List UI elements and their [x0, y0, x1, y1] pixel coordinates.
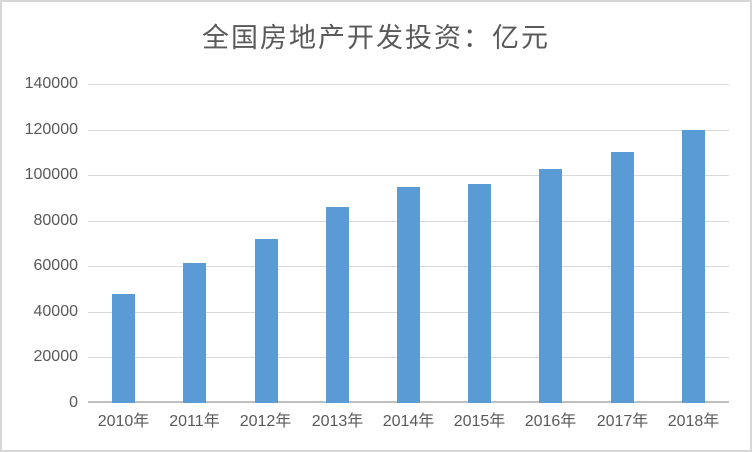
- y-tick-label-40000: 40000: [33, 303, 79, 320]
- gridline-120000: [88, 130, 729, 131]
- gridline-100000: [88, 175, 729, 176]
- x-tick-label-2014年: 2014年: [382, 413, 435, 430]
- plot-area: [88, 84, 729, 403]
- x-tick-label-2011年: 2011年: [169, 413, 220, 430]
- gridline-140000: [88, 84, 729, 85]
- bar-2010年: [112, 294, 135, 403]
- y-tick-label-100000: 100000: [24, 166, 78, 183]
- y-tick-label-60000: 60000: [33, 257, 79, 274]
- bar-2014年: [397, 187, 420, 403]
- y-tick-label-140000: 140000: [24, 75, 78, 92]
- x-tick-label-2010年: 2010年: [97, 413, 150, 430]
- y-tick-label-120000: 120000: [24, 121, 78, 138]
- y-tick-label-0: 0: [69, 394, 78, 411]
- y-tick-label-20000: 20000: [33, 348, 79, 365]
- x-tick-label-2012年: 2012年: [239, 413, 292, 430]
- x-tick-label-2013年: 2013年: [311, 413, 364, 430]
- x-tick-label-2018年: 2018年: [667, 413, 720, 430]
- bar-2012年: [255, 239, 278, 403]
- x-tick-label-2016年: 2016年: [524, 413, 577, 430]
- bar-2016年: [539, 169, 562, 403]
- y-tick-label-80000: 80000: [33, 212, 79, 229]
- x-tick-label-2017年: 2017年: [596, 413, 649, 430]
- bar-2011年: [183, 263, 206, 403]
- bar-2017年: [611, 152, 634, 403]
- x-tick-label-2015年: 2015年: [453, 413, 506, 430]
- bar-2015年: [468, 184, 491, 403]
- chart-title: 全国房地产开发投资：亿元: [202, 23, 550, 54]
- bar-2013年: [326, 207, 349, 403]
- bar-2018年: [682, 130, 705, 403]
